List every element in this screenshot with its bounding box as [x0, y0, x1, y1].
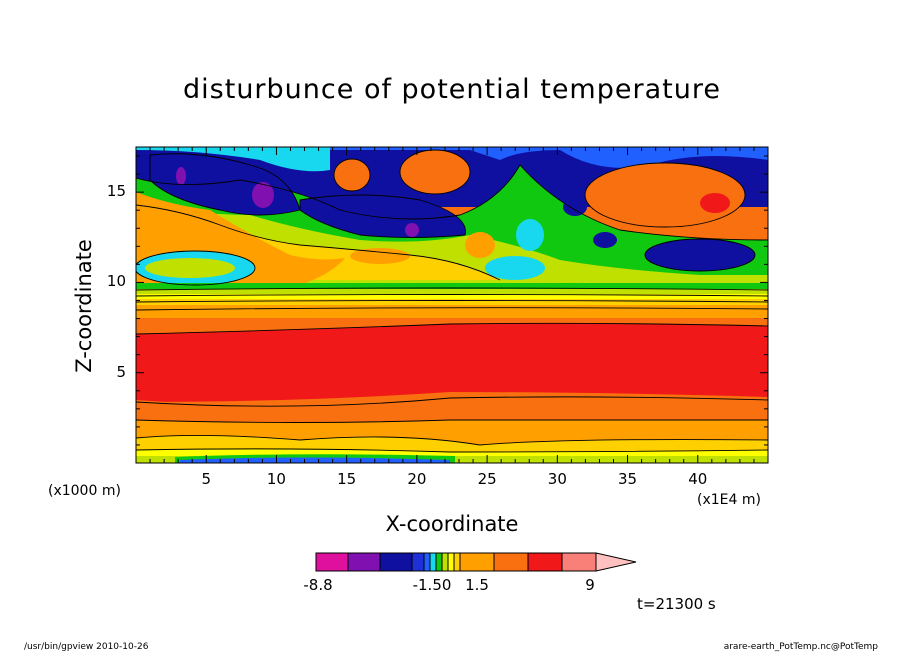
colorbar-swatch [561, 552, 597, 572]
time-label: t=21300 s [637, 595, 716, 613]
x-unit-right: (x1E4 m) [697, 492, 761, 508]
colorbar-label: -8.8 [303, 576, 333, 594]
colorbar-swatch [435, 552, 443, 572]
colorbar-swatch [315, 552, 349, 572]
colorbar-swatch [441, 552, 449, 572]
y-tick-label: 5 [116, 362, 126, 381]
x-tick-label: 15 [337, 470, 357, 488]
colorbar-swatch [453, 552, 461, 572]
plot-frame [135, 146, 769, 464]
colorbar-label: 9 [585, 576, 595, 594]
x-tick-label: 30 [547, 470, 567, 488]
x-tick-label: 40 [688, 470, 708, 488]
colorbar-swatch [527, 552, 563, 572]
colorbar-swatch [459, 552, 495, 572]
y-tick-label: 15 [106, 182, 126, 201]
colorbar-swatch [429, 552, 437, 572]
colorbar-swatch [423, 552, 431, 572]
footer-left: /usr/bin/gpview 2010-10-26 [24, 642, 149, 652]
colorbar-swatch [347, 552, 381, 572]
x-tick-label: 35 [618, 470, 638, 488]
contour-field [136, 147, 768, 463]
y-tick-label: 10 [106, 272, 126, 291]
x-tick-label: 20 [407, 470, 427, 488]
x-tick-label: 5 [201, 470, 211, 488]
colorbar-swatch [447, 552, 455, 572]
colorbar [315, 552, 637, 572]
colorbar-swatch [493, 552, 529, 572]
colorbar-swatch [411, 552, 425, 572]
colorbar-swatch [379, 552, 413, 572]
x-unit-left: (x1000 m) [48, 483, 121, 499]
colorbar-label: -1.50 [412, 576, 452, 594]
x-axis-label: X-coordinate [385, 512, 519, 536]
y-axis-label: Z-coordinate [72, 239, 96, 373]
colorbar-label: 1.5 [465, 576, 489, 594]
x-tick-label: 10 [266, 470, 286, 488]
chart-title: disturbunce of potential temperature [183, 74, 721, 105]
footer-right: arare-earth_PotTemp.nc@PotTemp [723, 642, 878, 652]
colorbar-extend-arrow [595, 552, 637, 572]
x-tick-label: 25 [477, 470, 497, 488]
